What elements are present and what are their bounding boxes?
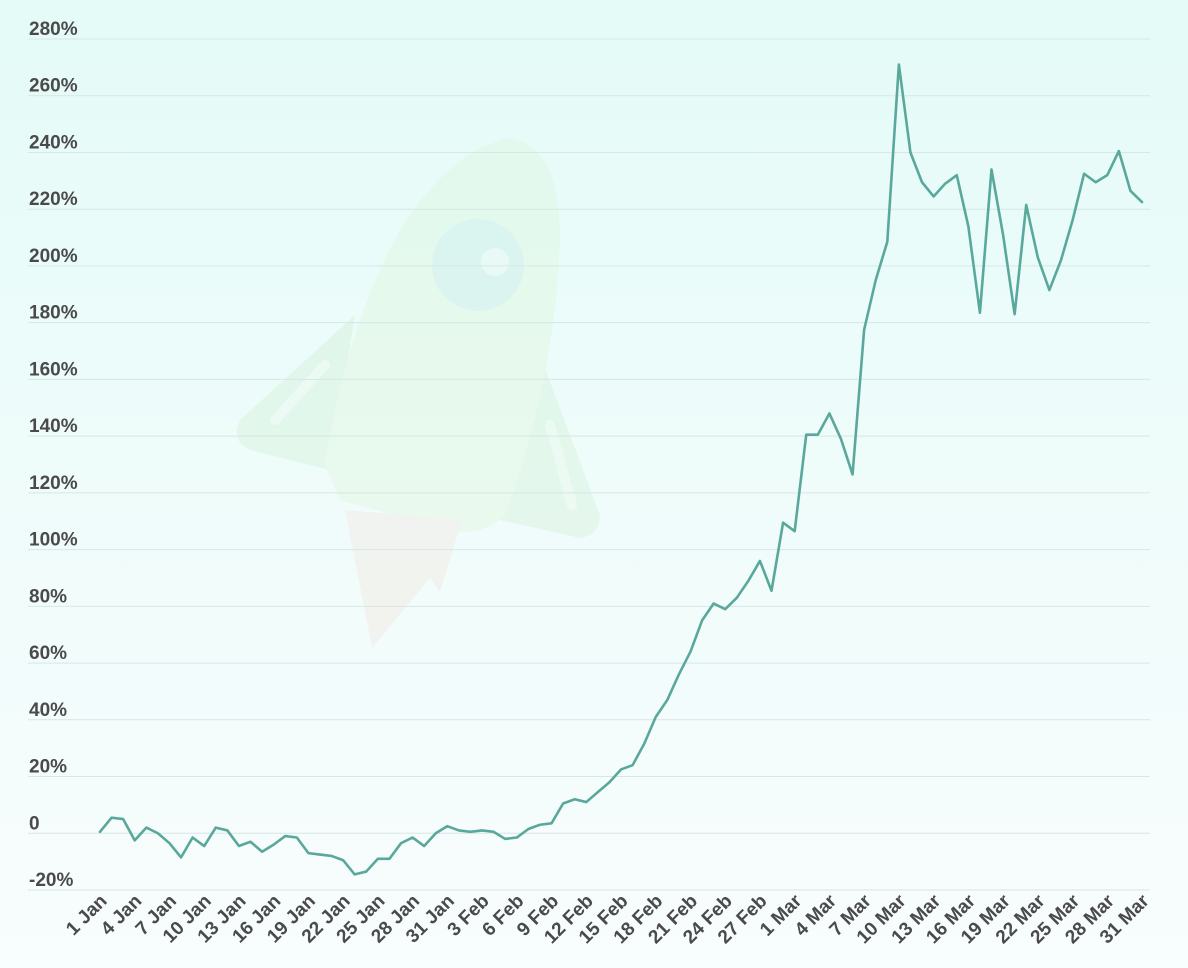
rocket-right-fin <box>500 355 600 538</box>
y-tick-label: 260% <box>29 76 78 97</box>
rocket-body <box>325 138 560 532</box>
y-tick-label: 280% <box>29 19 78 40</box>
y-tick-label: 120% <box>29 473 78 494</box>
rocket-window-glint <box>481 248 509 276</box>
y-tick-label: 0 <box>29 813 40 834</box>
rocket-flame <box>345 510 462 648</box>
series-line <box>98 63 1144 876</box>
y-tick-label: 180% <box>29 303 78 324</box>
y-tick-label: 60% <box>29 643 67 664</box>
rocket-left-fin <box>236 315 355 470</box>
y-tick-label: 20% <box>29 757 67 778</box>
grid-lines <box>28 38 1150 891</box>
rocket-window <box>432 219 524 311</box>
y-axis-labels: -20% 0 20% 40% 60% 80% 100% 120% 140% 160% 180% 200… <box>29 19 78 891</box>
y-tick-label: 140% <box>29 416 78 437</box>
series-lines <box>98 63 1144 876</box>
y-tick-label: -20% <box>29 870 73 891</box>
rocket-highlight-left <box>270 360 330 425</box>
y-tick-label: 160% <box>29 359 78 380</box>
rocket-icon <box>236 138 600 648</box>
y-tick-label: 40% <box>29 700 67 721</box>
y-tick-label: 220% <box>29 189 78 210</box>
y-tick-label: 80% <box>29 586 67 607</box>
rocket-highlight-right <box>545 420 577 510</box>
y-tick-label: 100% <box>29 530 78 551</box>
y-tick-label: 200% <box>29 246 78 267</box>
y-tick-label: 240% <box>29 132 78 153</box>
